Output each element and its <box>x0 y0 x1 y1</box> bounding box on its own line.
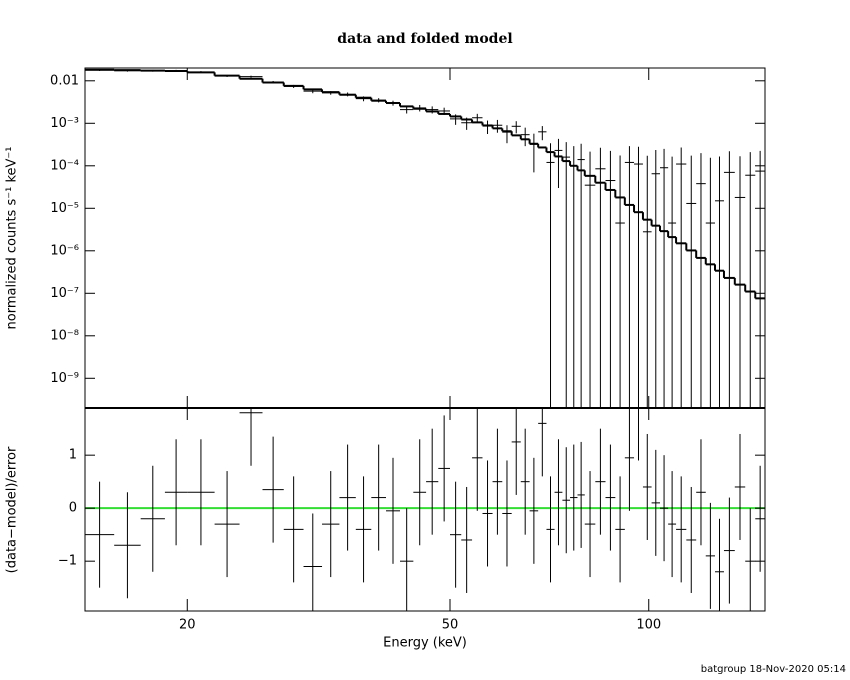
y-axis-label: normalized counts s⁻¹ keV⁻¹ <box>5 147 20 330</box>
y-tick-label: 10⁻⁶ <box>50 243 79 258</box>
x-tick-label: 100 <box>636 618 661 633</box>
y-tick-label: 0 <box>69 501 77 516</box>
y-tick-label: 10⁻⁴ <box>50 158 79 173</box>
chart-title: data and folded model <box>337 31 512 47</box>
x-tick-label: 50 <box>442 618 459 633</box>
y-tick-label: −1 <box>58 554 77 569</box>
y-tick-label: 10⁻⁵ <box>50 201 79 216</box>
y-tick-label: 0.01 <box>50 73 79 88</box>
y-axis-label: (data−model)/error <box>5 446 20 573</box>
footer: batgroup 18-Nov-2020 05:14 <box>701 664 846 675</box>
y-tick-label: 10⁻⁸ <box>50 328 79 343</box>
y-tick-label: 10⁻³ <box>50 116 79 131</box>
x-tick-label: 20 <box>179 618 196 633</box>
y-tick-label: 1 <box>69 448 77 463</box>
y-tick-label: 10⁻⁷ <box>50 286 79 301</box>
y-tick-label: 10⁻⁹ <box>50 371 79 386</box>
x-axis-label: Energy (keV) <box>383 636 467 651</box>
